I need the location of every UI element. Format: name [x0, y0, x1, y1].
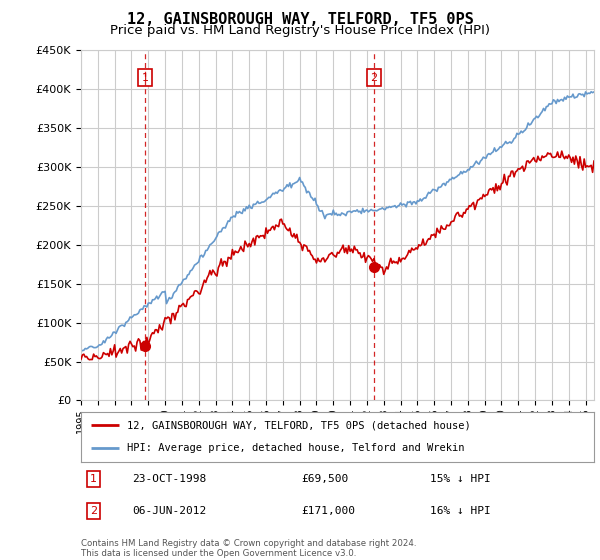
- Text: Price paid vs. HM Land Registry's House Price Index (HPI): Price paid vs. HM Land Registry's House …: [110, 24, 490, 37]
- Text: 23-OCT-1998: 23-OCT-1998: [133, 474, 206, 484]
- Text: £171,000: £171,000: [302, 506, 356, 516]
- Text: 12, GAINSBOROUGH WAY, TELFORD, TF5 0PS: 12, GAINSBOROUGH WAY, TELFORD, TF5 0PS: [127, 12, 473, 27]
- Text: This data is licensed under the Open Government Licence v3.0.: This data is licensed under the Open Gov…: [81, 549, 356, 558]
- Text: 12, GAINSBOROUGH WAY, TELFORD, TF5 0PS (detached house): 12, GAINSBOROUGH WAY, TELFORD, TF5 0PS (…: [127, 420, 471, 430]
- Text: HPI: Average price, detached house, Telford and Wrekin: HPI: Average price, detached house, Telf…: [127, 444, 464, 454]
- Text: £69,500: £69,500: [302, 474, 349, 484]
- Text: 1: 1: [142, 73, 149, 83]
- Text: 06-JUN-2012: 06-JUN-2012: [133, 506, 206, 516]
- Text: 16% ↓ HPI: 16% ↓ HPI: [430, 506, 491, 516]
- Text: 2: 2: [371, 73, 378, 83]
- Text: Contains HM Land Registry data © Crown copyright and database right 2024.: Contains HM Land Registry data © Crown c…: [81, 539, 416, 548]
- Text: 1: 1: [91, 474, 97, 484]
- Text: 15% ↓ HPI: 15% ↓ HPI: [430, 474, 491, 484]
- Text: 2: 2: [90, 506, 97, 516]
